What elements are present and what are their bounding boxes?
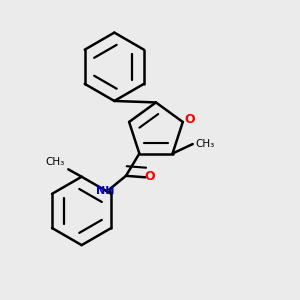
Text: O: O xyxy=(184,113,195,126)
Text: NH: NH xyxy=(96,186,114,196)
Text: CH₃: CH₃ xyxy=(195,139,214,149)
Text: O: O xyxy=(144,170,155,183)
Text: CH₃: CH₃ xyxy=(45,157,65,167)
